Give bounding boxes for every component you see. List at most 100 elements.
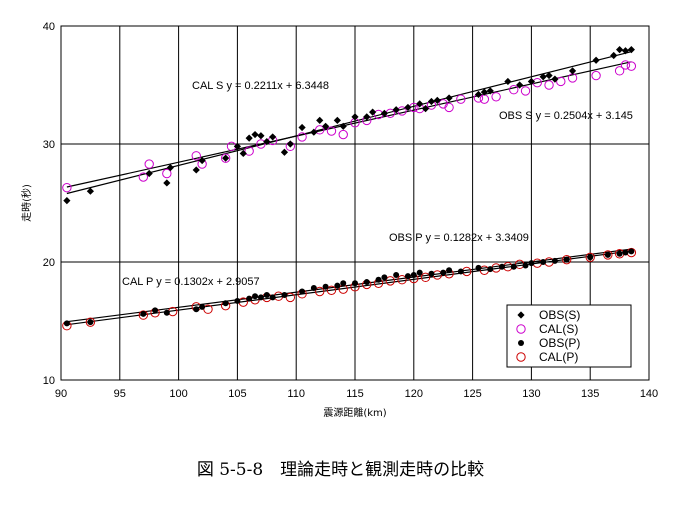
data-point bbox=[427, 97, 436, 106]
data-point bbox=[491, 92, 501, 102]
data-point bbox=[620, 60, 631, 70]
data-point bbox=[527, 77, 535, 86]
data-point bbox=[363, 279, 370, 286]
legend-marker bbox=[516, 324, 526, 334]
data-point bbox=[280, 148, 289, 156]
data-point bbox=[163, 179, 171, 187]
data-point bbox=[256, 139, 266, 149]
y-tick-label: 20 bbox=[43, 257, 55, 269]
data-point bbox=[198, 156, 206, 165]
data-point bbox=[298, 123, 306, 132]
x-tick-label: 110 bbox=[287, 388, 305, 400]
legend-label: CAL(S) bbox=[539, 322, 578, 336]
x-tick-label: 130 bbox=[522, 388, 540, 400]
x-tick-label: 105 bbox=[228, 388, 246, 400]
trendline bbox=[66, 61, 632, 188]
trendline-equation: OBS S y = 0.2504x + 3.145 bbox=[499, 110, 633, 122]
data-point bbox=[445, 94, 453, 102]
data-point bbox=[621, 47, 630, 55]
data-point bbox=[551, 257, 558, 264]
data-point bbox=[499, 263, 505, 270]
data-point bbox=[380, 109, 388, 117]
data-point bbox=[244, 146, 254, 156]
data-point bbox=[86, 187, 94, 195]
data-point bbox=[561, 254, 572, 265]
data-point bbox=[522, 262, 529, 269]
data-point bbox=[286, 140, 294, 148]
data-point bbox=[627, 46, 635, 54]
legend-label: CAL(P) bbox=[539, 350, 578, 364]
data-point bbox=[269, 133, 277, 141]
data-point bbox=[545, 71, 553, 80]
trendline-equation: CAL P y = 0.1302x + 2.9057 bbox=[122, 276, 260, 288]
data-point bbox=[220, 153, 231, 163]
data-point bbox=[385, 276, 395, 286]
legend-marker bbox=[517, 311, 525, 319]
data-point bbox=[603, 250, 613, 260]
data-point bbox=[628, 248, 635, 255]
x-tick-label: 135 bbox=[581, 388, 599, 400]
data-point bbox=[162, 168, 172, 179]
data-point bbox=[251, 130, 259, 139]
data-point bbox=[568, 67, 577, 75]
data-point bbox=[486, 87, 494, 95]
data-point bbox=[604, 251, 611, 258]
data-point bbox=[322, 283, 329, 290]
y-tick-label: 30 bbox=[43, 139, 55, 151]
data-point bbox=[269, 294, 276, 301]
data-points bbox=[62, 46, 637, 331]
data-point bbox=[340, 280, 347, 287]
data-point bbox=[616, 250, 623, 257]
data-point bbox=[375, 276, 382, 283]
data-point bbox=[539, 73, 547, 81]
data-point bbox=[616, 46, 624, 54]
trendlines bbox=[66, 51, 632, 326]
data-point bbox=[199, 303, 206, 310]
x-axis-label: 震源距離(km) bbox=[323, 406, 386, 419]
data-point bbox=[404, 103, 412, 112]
data-point bbox=[138, 172, 149, 182]
data-point bbox=[145, 169, 153, 178]
data-point bbox=[540, 259, 547, 265]
data-point bbox=[444, 102, 454, 113]
data-point bbox=[421, 105, 430, 113]
legend-marker bbox=[518, 340, 524, 346]
data-point bbox=[339, 122, 347, 130]
data-point bbox=[63, 320, 70, 327]
data-point bbox=[504, 77, 512, 86]
data-point bbox=[352, 280, 358, 287]
trendline bbox=[66, 51, 632, 195]
data-point bbox=[416, 100, 424, 108]
x-tick-labels: 90 95 100 105 110 115 120 125 130 135 140 bbox=[55, 388, 658, 400]
trendline-equation: CAL S y = 0.2211x + 6.3448 bbox=[192, 80, 329, 92]
data-point bbox=[428, 270, 435, 277]
data-point bbox=[62, 182, 72, 193]
data-point bbox=[440, 269, 447, 276]
data-point bbox=[163, 309, 170, 316]
x-tick-label: 95 bbox=[114, 388, 126, 400]
data-point bbox=[338, 129, 348, 140]
data-point bbox=[480, 88, 488, 96]
data-point bbox=[166, 164, 174, 172]
legend-box bbox=[506, 304, 632, 368]
data-point bbox=[63, 197, 71, 205]
data-point bbox=[315, 125, 325, 135]
data-point bbox=[191, 151, 201, 161]
data-point bbox=[585, 252, 595, 262]
data-point bbox=[239, 149, 247, 158]
data-point bbox=[433, 96, 441, 104]
data-point bbox=[591, 70, 601, 81]
data-point bbox=[299, 288, 306, 295]
data-point bbox=[245, 134, 253, 142]
data-point bbox=[297, 132, 307, 142]
data-point bbox=[446, 267, 453, 274]
data-point bbox=[381, 274, 388, 281]
data-point bbox=[563, 256, 570, 263]
x-tick-label: 90 bbox=[55, 388, 67, 400]
data-point bbox=[246, 295, 253, 302]
data-point bbox=[263, 138, 271, 146]
data-point bbox=[369, 108, 377, 116]
data-point bbox=[351, 113, 359, 121]
data-point bbox=[333, 116, 341, 124]
